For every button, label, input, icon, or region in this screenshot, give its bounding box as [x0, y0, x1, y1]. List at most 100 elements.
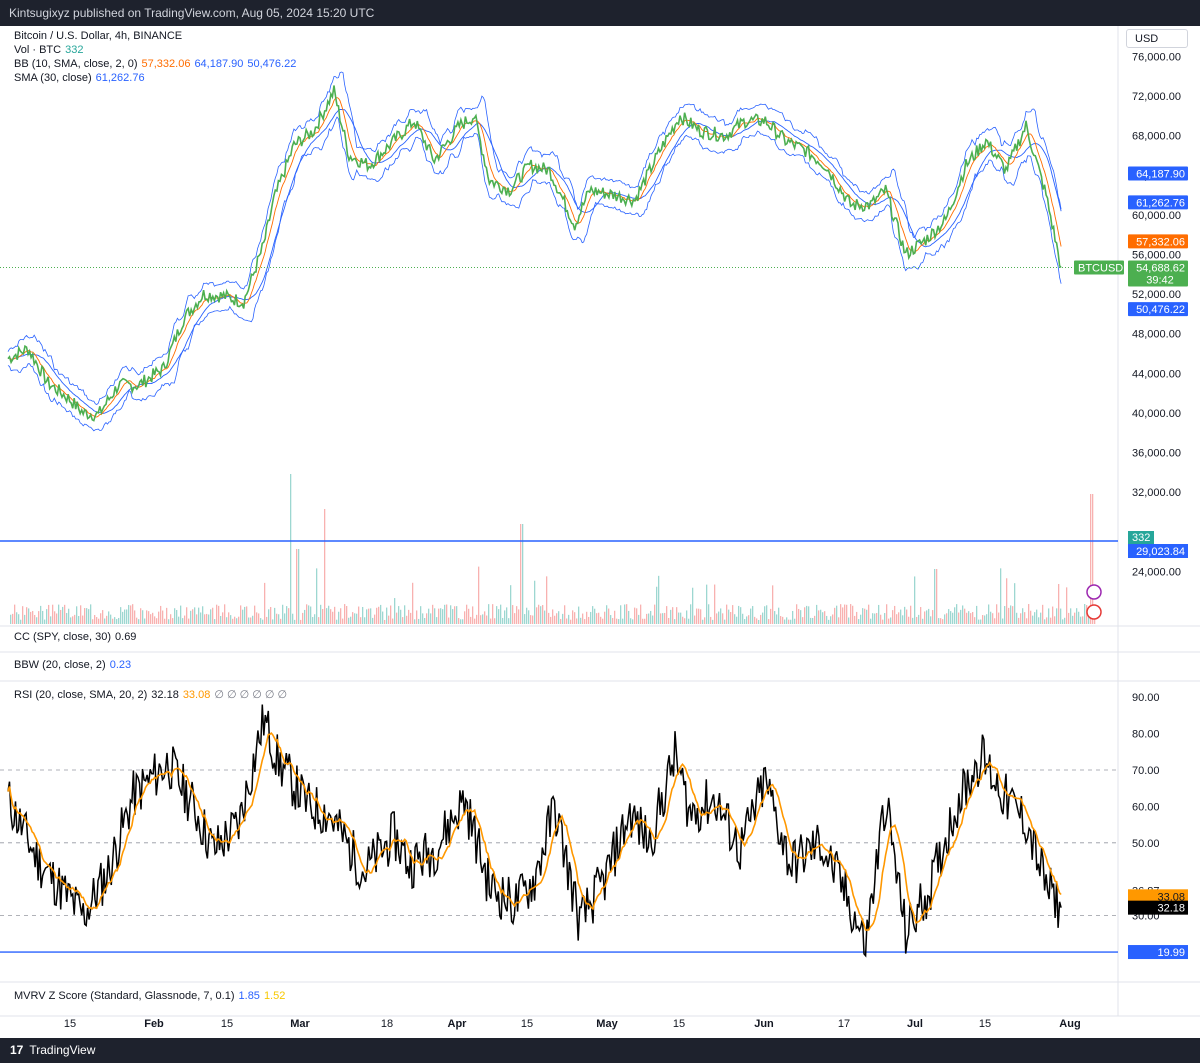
volume-bar [594, 608, 596, 624]
volume-bar [372, 617, 374, 624]
volume-bar [736, 616, 738, 624]
volume-bar [618, 619, 620, 624]
volume-bar [954, 607, 956, 624]
volume-bar [540, 606, 542, 624]
volume-bar [894, 605, 896, 624]
volume-bar [1004, 606, 1006, 624]
volume-bar [650, 610, 652, 624]
volume-bar [1078, 611, 1080, 624]
volume-bar [584, 619, 586, 624]
volume-bar [590, 611, 592, 624]
volume-bar [626, 604, 628, 624]
volume-bar [258, 613, 260, 624]
volume-bar [1074, 612, 1076, 624]
volume-bar [428, 608, 430, 624]
time-tick-label: Mar [290, 1018, 310, 1030]
volume-bar [70, 617, 72, 624]
time-tick-label: 15 [673, 1018, 685, 1030]
volume-bar [614, 610, 616, 624]
volume-bar [248, 617, 250, 624]
volume-bar [630, 618, 632, 624]
volume-bar [50, 616, 52, 624]
volume-bar [606, 605, 608, 624]
volume-bar [792, 610, 794, 624]
volume-bar [176, 609, 178, 624]
currency-button[interactable]: USD [1126, 29, 1188, 48]
volume-bar [470, 616, 472, 624]
volume-bar [1020, 613, 1022, 624]
volume-bar [704, 617, 706, 624]
volume-bar [756, 618, 758, 624]
rsi-line [7, 704, 1062, 958]
volume-bar [274, 607, 276, 624]
volume-bar [652, 615, 654, 624]
volume-bar [598, 612, 600, 624]
volume-bar [946, 613, 948, 624]
volume-bar [1070, 608, 1072, 624]
volume-bar [710, 616, 712, 624]
volume-bar [312, 617, 314, 624]
volume-bar [24, 614, 26, 624]
volume-bar [456, 606, 458, 624]
volume-bar [782, 616, 784, 624]
volume-bar [868, 604, 870, 624]
volume-bar [148, 611, 150, 624]
chart-area[interactable]: 76,000.0072,000.0068,000.0064,000.0060,0… [0, 26, 1200, 1038]
volume-bar [570, 619, 572, 624]
volume-bar [400, 609, 402, 624]
volume-bar [638, 614, 640, 624]
volume-bar [1076, 608, 1078, 624]
vol-line-label: 29,023.84 [1136, 546, 1185, 558]
volume-bar [762, 612, 764, 624]
volume-bar [878, 604, 880, 624]
volume-bar [976, 605, 978, 624]
price-label-bg [1128, 166, 1188, 181]
volume-bar [194, 607, 196, 624]
volume-bar [432, 604, 434, 624]
volume-bar [98, 618, 100, 624]
volume-bar [1030, 610, 1032, 624]
legend-bbw: BBW (20, close, 2) 0.23 [14, 659, 132, 671]
volume-bar [212, 607, 214, 624]
volume-bar [394, 598, 396, 624]
volume-bar [642, 618, 644, 624]
volume-bar [366, 609, 368, 624]
volume-bar [922, 618, 924, 624]
volume-bar [418, 618, 420, 624]
lightning-icon [1086, 584, 1102, 600]
footer-bar: 17 TradingView [0, 1038, 1200, 1063]
volume-bar [920, 607, 922, 624]
volume-bar [776, 614, 778, 624]
volume-bar [54, 611, 56, 624]
volume-bar [978, 619, 980, 624]
volume-bar [908, 616, 910, 624]
volume-bar [1064, 617, 1066, 624]
volume-bar [772, 585, 774, 624]
volume-bar [580, 617, 582, 624]
volume-bar [690, 604, 692, 624]
volume-bar [1066, 587, 1068, 624]
volume-bar [774, 611, 776, 624]
volume-bar [94, 615, 96, 624]
volume-bar [1008, 607, 1010, 624]
volume-bar [106, 615, 108, 624]
volume-bar [40, 605, 42, 624]
volume-bar [956, 604, 958, 624]
volume-bar [36, 617, 38, 624]
chart-svg[interactable]: 76,000.0072,000.0068,000.0064,000.0060,0… [0, 26, 1200, 1038]
bb-lower-line [7, 116, 1062, 432]
volume-bar [804, 607, 806, 624]
volume-bar [930, 616, 932, 624]
volume-bar [706, 584, 708, 624]
volume-bar [796, 604, 798, 624]
rsi-ma-label-bg [1128, 889, 1188, 904]
volume-bar [232, 618, 234, 624]
volume-bar [496, 606, 498, 624]
volume-bar [314, 614, 316, 624]
volume-bar [980, 619, 982, 624]
volume-bar [30, 611, 32, 624]
volume-bar [780, 616, 782, 624]
volume-bar [392, 618, 394, 624]
volume-bar [656, 586, 658, 624]
volume-bar [272, 619, 274, 624]
